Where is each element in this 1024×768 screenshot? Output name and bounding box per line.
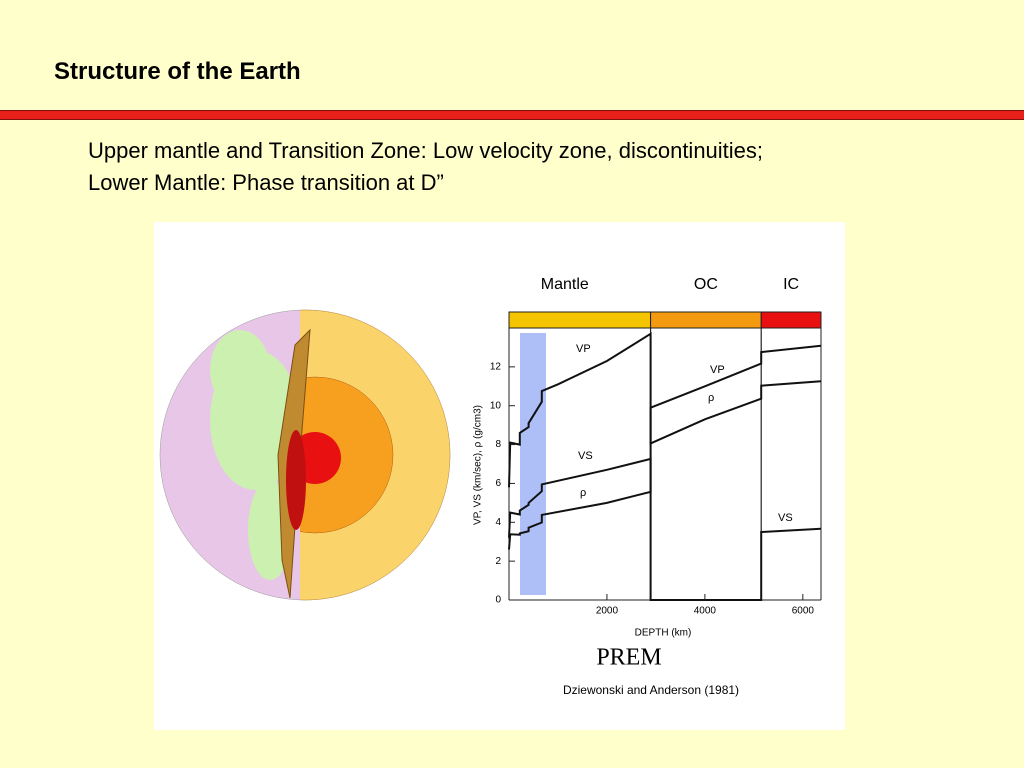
body-line: Lower Mantle: Phase transition at D” — [88, 170, 444, 195]
figure-credit: Dziewonski and Anderson (1981) — [563, 683, 739, 697]
curve-label: VP — [710, 364, 725, 376]
y-tick-label: 12 — [490, 361, 502, 372]
y-tick-label: 2 — [495, 556, 501, 567]
x-axis-label: DEPTH (km) — [635, 628, 692, 639]
title-rule — [0, 110, 1024, 120]
region-label: IC — [783, 276, 799, 293]
curve-label: VS — [778, 512, 793, 524]
region-band — [760, 311, 822, 329]
transition-zone-highlight — [520, 333, 546, 595]
region-label: OC — [694, 276, 718, 293]
body-line: Upper mantle and Transition Zone: Low ve… — [88, 138, 764, 163]
chart: Mantle OC IC 0 2 4 6 8 10 12 2000 4000 6000 DEPTH (km… — [473, 276, 822, 697]
data-line — [508, 331, 822, 488]
region-band — [508, 311, 652, 329]
figure-caption: PREM — [596, 645, 661, 671]
data-line — [508, 457, 822, 601]
curve-label: VP — [576, 343, 591, 355]
y-tick-label: 6 — [495, 478, 501, 489]
globe — [159, 309, 451, 601]
x-tick-label: 6000 — [792, 606, 815, 617]
region-band — [650, 311, 762, 329]
y-axis-label: VP, VS (km/sec), ρ (g/cm3) — [473, 405, 484, 525]
region-label: Mantle — [541, 276, 589, 293]
x-tick-label: 2000 — [596, 606, 619, 617]
x-tick-label: 4000 — [694, 606, 717, 617]
y-tick-label: 10 — [490, 400, 502, 411]
slide-title: Structure of the Earth — [54, 58, 301, 85]
curve-label: ρ — [708, 392, 714, 404]
curve-label: ρ — [580, 487, 586, 499]
figure: Mantle OC IC 0 2 4 6 8 10 12 2000 4000 6000 DEPTH (km… — [154, 222, 845, 730]
y-tick-label: 4 — [495, 517, 501, 528]
data-line — [508, 344, 822, 550]
y-tick-label: 8 — [495, 439, 501, 450]
curve-label: VS — [578, 450, 593, 462]
y-tick-label: 0 — [495, 595, 501, 606]
